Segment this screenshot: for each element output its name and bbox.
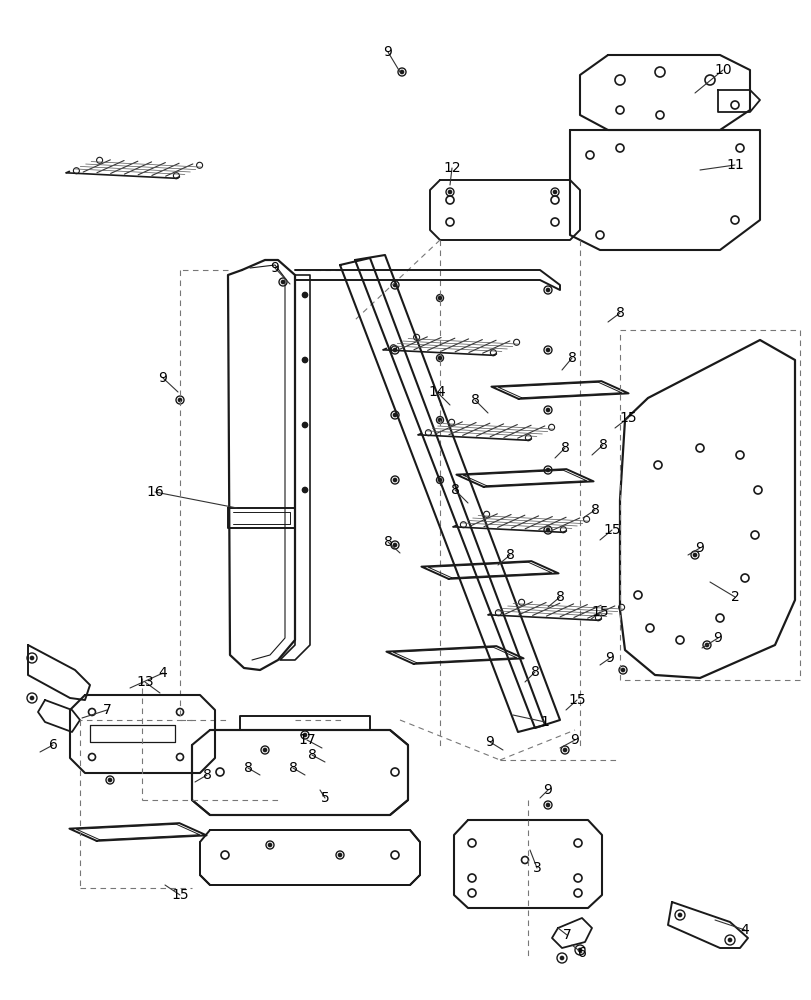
Circle shape	[438, 418, 441, 422]
Text: 8: 8	[243, 761, 252, 775]
Text: 8: 8	[383, 535, 392, 549]
Circle shape	[264, 748, 266, 752]
Circle shape	[438, 296, 441, 300]
Circle shape	[400, 71, 403, 74]
Text: 17: 17	[298, 733, 315, 747]
Circle shape	[727, 938, 731, 941]
Text: 16: 16	[146, 485, 164, 499]
Text: 9: 9	[485, 735, 494, 749]
Text: 1: 1	[540, 715, 549, 729]
Circle shape	[109, 778, 111, 782]
Text: 7: 7	[102, 703, 111, 717]
Text: 8: 8	[202, 768, 211, 782]
Text: 8: 8	[560, 441, 569, 455]
Text: 9: 9	[158, 371, 167, 385]
Circle shape	[678, 913, 680, 916]
Circle shape	[268, 843, 271, 846]
Circle shape	[577, 948, 581, 951]
Circle shape	[393, 414, 396, 416]
Circle shape	[31, 696, 33, 700]
Circle shape	[620, 668, 624, 672]
Text: 5: 5	[320, 791, 329, 805]
Text: 8: 8	[450, 483, 459, 497]
Circle shape	[546, 408, 549, 412]
Circle shape	[393, 349, 396, 352]
Text: 8: 8	[555, 590, 564, 604]
Text: 4: 4	[158, 666, 167, 680]
Circle shape	[546, 288, 549, 292]
Text: 4: 4	[740, 923, 749, 937]
Circle shape	[393, 284, 396, 286]
Text: 15: 15	[171, 888, 189, 902]
Circle shape	[393, 479, 396, 482]
Text: 6: 6	[49, 738, 58, 752]
Circle shape	[31, 656, 33, 660]
Circle shape	[303, 733, 306, 736]
Text: 12: 12	[443, 161, 461, 175]
Circle shape	[560, 956, 563, 959]
Text: 7: 7	[562, 928, 571, 942]
Text: 8: 8	[470, 393, 478, 407]
Text: 9: 9	[570, 733, 579, 747]
Text: 14: 14	[427, 385, 445, 399]
Text: 2: 2	[730, 590, 739, 604]
Circle shape	[546, 349, 549, 352]
Text: 15: 15	[619, 411, 636, 425]
Text: 6: 6	[577, 946, 586, 960]
Text: 8: 8	[307, 748, 316, 762]
Circle shape	[693, 554, 696, 556]
Circle shape	[546, 528, 549, 532]
Circle shape	[303, 292, 307, 298]
Text: 10: 10	[714, 63, 731, 77]
Text: 9: 9	[270, 261, 279, 275]
Circle shape	[553, 191, 556, 194]
Circle shape	[438, 479, 441, 482]
Text: 8: 8	[530, 665, 539, 679]
Text: 13: 13	[136, 675, 153, 689]
Text: 9: 9	[383, 45, 392, 59]
Text: 8: 8	[567, 351, 576, 365]
Text: 3: 3	[532, 861, 541, 875]
Circle shape	[338, 853, 341, 856]
Text: 8: 8	[288, 761, 297, 775]
Text: 8: 8	[598, 438, 607, 452]
Circle shape	[705, 644, 708, 646]
Circle shape	[393, 544, 396, 546]
Text: 9: 9	[695, 541, 704, 555]
Text: 15: 15	[603, 523, 620, 537]
Text: 9: 9	[543, 783, 551, 797]
Circle shape	[281, 280, 284, 284]
Text: 8: 8	[615, 306, 624, 320]
Text: 9: 9	[713, 631, 722, 645]
Text: 8: 8	[505, 548, 514, 562]
Text: 15: 15	[568, 693, 585, 707]
Circle shape	[546, 468, 549, 472]
Circle shape	[303, 422, 307, 428]
Circle shape	[448, 191, 451, 194]
Circle shape	[438, 357, 441, 360]
Text: 8: 8	[590, 503, 599, 517]
Text: 11: 11	[725, 158, 743, 172]
Circle shape	[303, 358, 307, 362]
Circle shape	[303, 488, 307, 492]
Text: 15: 15	[590, 605, 608, 619]
Circle shape	[563, 748, 566, 752]
Text: 9: 9	[605, 651, 614, 665]
Circle shape	[178, 398, 182, 401]
Circle shape	[546, 803, 549, 806]
